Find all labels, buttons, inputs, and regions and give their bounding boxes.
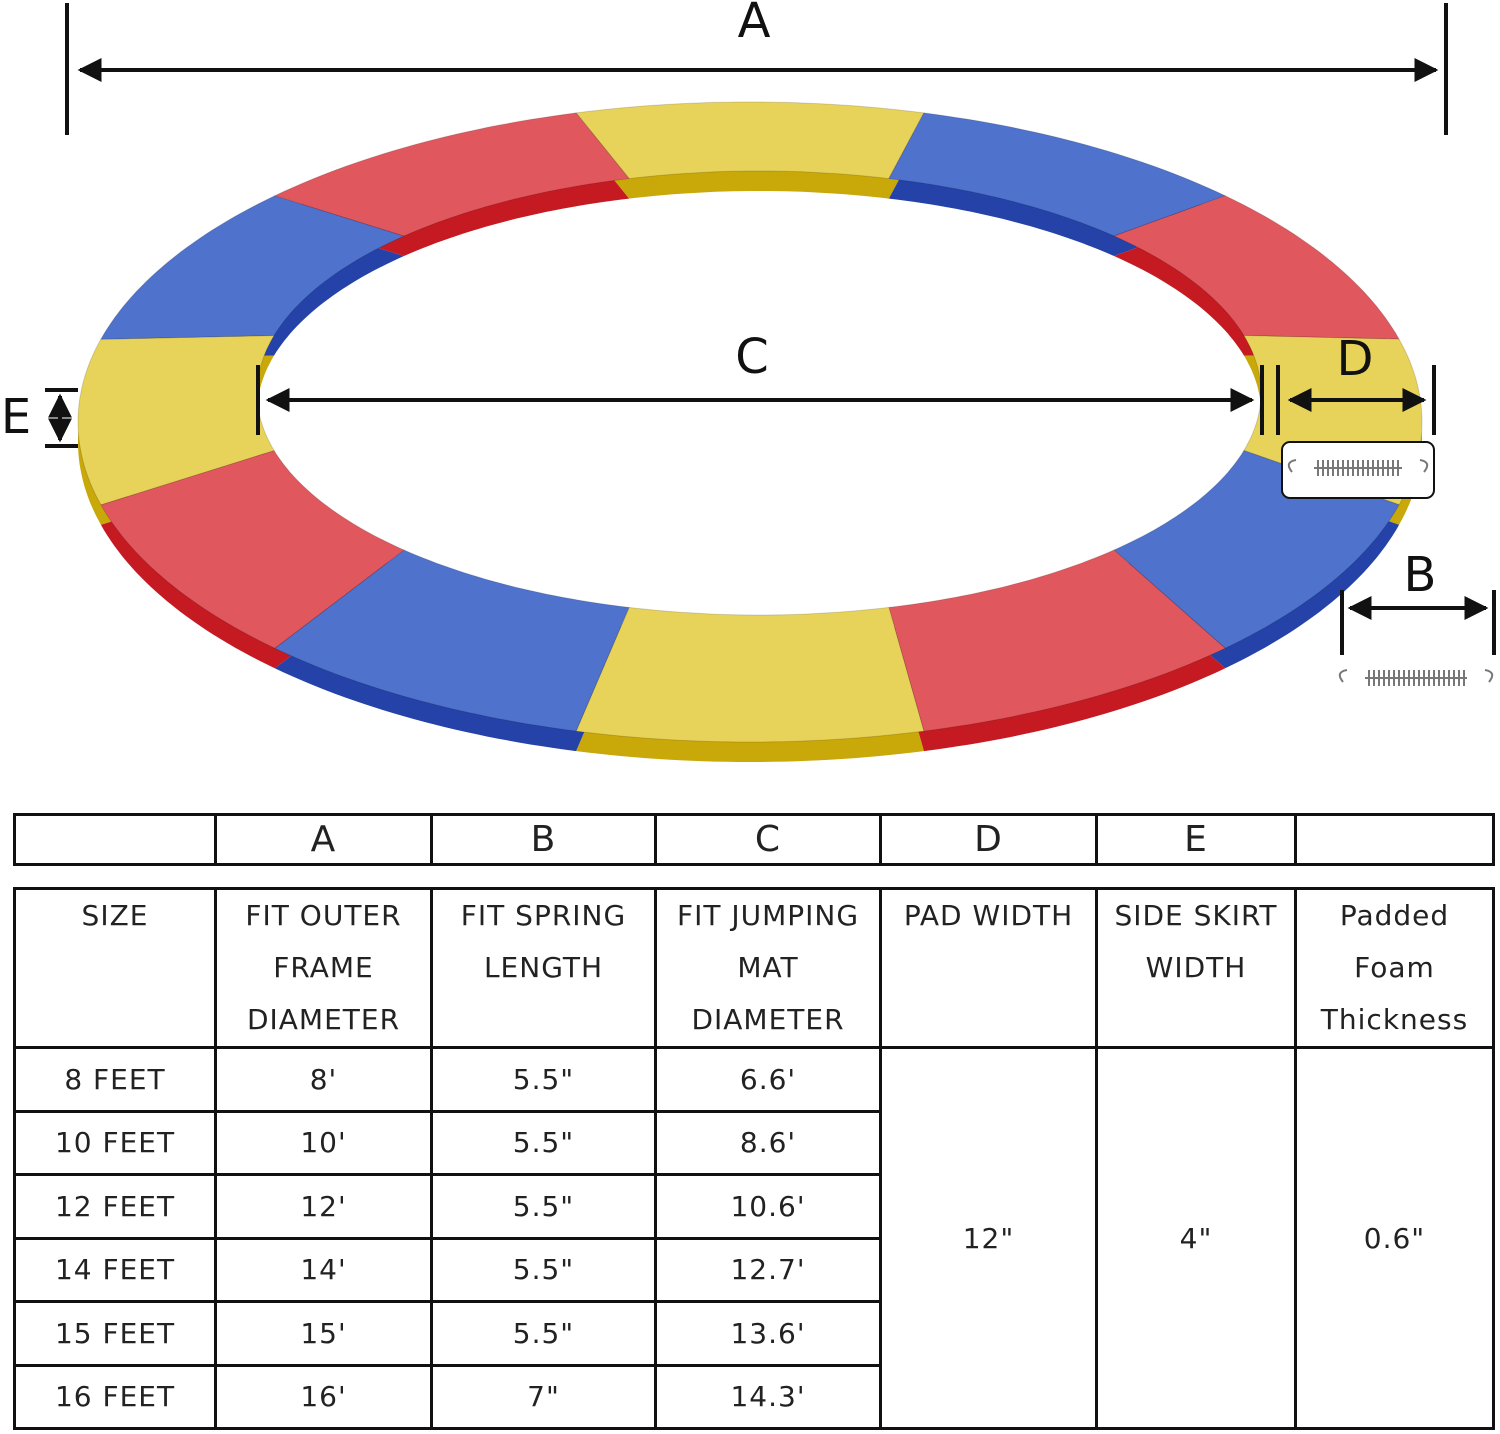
cell: 10'	[214, 1109, 433, 1176]
header-row: SIZE FIT OUTER FRAME DIAMETER FIT SPRING LENG…	[13, 887, 1495, 1049]
cell: 12.7'	[654, 1236, 882, 1303]
cell: 7"	[430, 1363, 657, 1430]
letter-table: A B C D E	[13, 813, 1495, 866]
cell: 14 FEET	[13, 1236, 217, 1303]
cell: E	[1095, 813, 1297, 866]
data-row: 14 FEET 14' 5.5" 12.7'	[13, 1236, 1494, 1303]
cell: C	[654, 813, 882, 866]
data-row: 10 FEET 10' 5.5" 8.6'	[13, 1109, 1494, 1176]
cell: 15 FEET	[13, 1300, 217, 1367]
header-line: Padded	[1339, 899, 1450, 932]
cell: 14'	[214, 1236, 433, 1303]
header-line: DIAMETER	[691, 1003, 845, 1036]
cell: 16 FEET	[13, 1363, 217, 1430]
cell: 6.6'	[654, 1046, 882, 1113]
size-table: SIZE FIT OUTER FRAME DIAMETER FIT SPRING LENG…	[13, 887, 1495, 1430]
cell: 14.3'	[654, 1363, 882, 1430]
ring-diagram: A B C D E	[1, 0, 1496, 762]
cell: 16'	[214, 1363, 433, 1430]
header-cell: SIZE	[13, 887, 217, 1049]
cell: 12 FEET	[13, 1173, 217, 1240]
data-row: 8 FEET 8' 5.5" 6.6' 12" 4" 0.6"	[13, 1046, 1495, 1430]
data-row: 16 FEET 16' 7" 14.3'	[13, 1363, 1494, 1430]
cell: A	[214, 813, 433, 866]
label-b: B	[1404, 547, 1437, 603]
header-line: WIDTH	[1145, 951, 1247, 984]
label-d: D	[1337, 331, 1374, 387]
cell: 5.5"	[430, 1109, 657, 1176]
cell: 12'	[214, 1173, 433, 1240]
pad-segment	[575, 606, 925, 743]
cell: D	[879, 813, 1098, 866]
cell: 15'	[214, 1300, 433, 1367]
cell	[1294, 813, 1495, 866]
pad-segment	[575, 101, 925, 180]
header-line: SIZE	[81, 899, 149, 932]
header-line: LENGTH	[483, 951, 604, 984]
header-line: Thickness	[1320, 1003, 1469, 1036]
header-cell: FIT SPRING LENGTH	[430, 887, 657, 1049]
cell: B	[430, 813, 657, 866]
cell: 8.6'	[654, 1109, 882, 1176]
cell: 5.5"	[430, 1046, 657, 1113]
header-line: MAT	[737, 951, 799, 984]
cell: 10.6'	[654, 1173, 882, 1240]
spring	[1287, 459, 1429, 476]
header-cell: PAD WIDTH	[879, 887, 1098, 1049]
label-a: A	[738, 0, 771, 49]
cell: 8 FEET	[13, 1046, 217, 1113]
cell: 10 FEET	[13, 1109, 217, 1176]
cell: 13.6'	[654, 1300, 882, 1367]
header-cell: FIT OUTER FRAME DIAMETER	[214, 887, 433, 1049]
header-cell: Padded Foam Thickness	[1294, 887, 1495, 1049]
header-line: SIDE SKIRT	[1114, 899, 1278, 932]
cell: 8'	[214, 1046, 433, 1113]
data-row: 15 FEET 15' 5.5" 13.6'	[13, 1300, 1494, 1367]
header-line: FIT OUTER	[245, 899, 402, 932]
header-line: DIAMETER	[246, 1003, 401, 1036]
cell: 5.5"	[430, 1300, 657, 1367]
header-cell: FIT JUMPING MAT DIAMETER	[654, 887, 882, 1049]
header-line: FIT SPRING	[460, 899, 627, 932]
cell: 5.5"	[430, 1236, 657, 1303]
data-row: 12 FEET 12' 5.5" 10.6'	[13, 1173, 1494, 1240]
shared-cell: 12"	[879, 1046, 1098, 1430]
spring	[1338, 669, 1494, 686]
cell: 5.5"	[430, 1173, 657, 1240]
dimension-lines	[45, 3, 1496, 655]
pad-segment	[273, 112, 631, 237]
pad-ring	[77, 101, 1423, 762]
springs	[1287, 459, 1494, 686]
header-line: PAD WIDTH	[903, 899, 1074, 932]
label-c: C	[735, 329, 769, 385]
header-line: Foam	[1354, 951, 1435, 984]
header-line: FRAME	[273, 951, 374, 984]
shared-cell: 4"	[1095, 1046, 1297, 1430]
label-e: E	[1, 389, 31, 445]
header-line: FIT JUMPING	[676, 899, 860, 932]
header-cell: SIDE SKIRT WIDTH	[1095, 887, 1297, 1049]
cell	[13, 813, 217, 866]
shared-cell: 0.6"	[1294, 1046, 1495, 1430]
